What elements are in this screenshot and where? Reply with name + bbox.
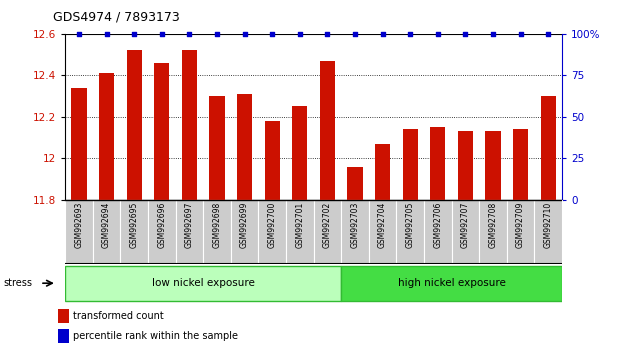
Text: GSM992697: GSM992697 — [185, 202, 194, 248]
Point — [350, 31, 360, 36]
Point — [378, 31, 388, 36]
Bar — [65, 200, 93, 264]
Bar — [507, 200, 535, 264]
Point — [460, 31, 470, 36]
Point — [295, 31, 305, 36]
Point — [488, 31, 498, 36]
Bar — [99, 73, 114, 200]
Bar — [209, 96, 225, 200]
Bar — [458, 131, 473, 200]
Text: low nickel exposure: low nickel exposure — [152, 278, 255, 288]
Bar — [58, 329, 69, 343]
Point — [74, 31, 84, 36]
Point — [543, 31, 553, 36]
Bar — [148, 200, 176, 264]
Bar — [182, 50, 197, 200]
Text: GSM992698: GSM992698 — [212, 202, 222, 248]
Bar — [154, 63, 170, 200]
Bar — [375, 144, 390, 200]
Point — [322, 31, 332, 36]
Text: GSM992701: GSM992701 — [296, 202, 304, 248]
Bar — [535, 200, 562, 264]
Bar — [231, 200, 258, 264]
Text: percentile rank within the sample: percentile rank within the sample — [73, 331, 238, 341]
Text: GSM992704: GSM992704 — [378, 202, 387, 248]
Text: GSM992703: GSM992703 — [350, 202, 360, 248]
Text: high nickel exposure: high nickel exposure — [397, 278, 505, 288]
Bar — [65, 266, 341, 301]
Bar — [120, 200, 148, 264]
Bar — [292, 107, 307, 200]
Text: GSM992709: GSM992709 — [516, 202, 525, 248]
Bar — [286, 200, 314, 264]
Text: GDS4974 / 7893173: GDS4974 / 7893173 — [53, 11, 179, 24]
Text: GSM992702: GSM992702 — [323, 202, 332, 248]
Text: GSM992693: GSM992693 — [75, 202, 83, 248]
Text: GSM992706: GSM992706 — [433, 202, 442, 248]
Bar — [127, 50, 142, 200]
Bar — [424, 200, 451, 264]
Bar — [93, 200, 120, 264]
Bar — [341, 266, 562, 301]
Text: GSM992707: GSM992707 — [461, 202, 470, 248]
Text: GSM992699: GSM992699 — [240, 202, 249, 248]
Text: GSM992695: GSM992695 — [130, 202, 138, 248]
Point — [102, 31, 112, 36]
Bar — [396, 200, 424, 264]
Point — [267, 31, 277, 36]
Point — [212, 31, 222, 36]
Bar — [347, 167, 363, 200]
Text: GSM992700: GSM992700 — [268, 202, 277, 248]
Bar — [402, 129, 418, 200]
Bar — [176, 200, 203, 264]
Bar — [479, 200, 507, 264]
Bar — [541, 96, 556, 200]
Bar — [430, 127, 445, 200]
Bar — [486, 131, 501, 200]
Bar — [320, 61, 335, 200]
Text: GSM992705: GSM992705 — [406, 202, 415, 248]
Bar — [258, 200, 286, 264]
Point — [406, 31, 415, 36]
Bar — [265, 121, 280, 200]
Bar — [203, 200, 231, 264]
Text: GSM992696: GSM992696 — [157, 202, 166, 248]
Point — [157, 31, 167, 36]
Text: GSM992694: GSM992694 — [102, 202, 111, 248]
Point — [515, 31, 525, 36]
Point — [433, 31, 443, 36]
Bar — [451, 200, 479, 264]
Bar — [341, 200, 369, 264]
Text: GSM992708: GSM992708 — [489, 202, 497, 248]
Text: GSM992710: GSM992710 — [544, 202, 553, 248]
Bar — [314, 200, 341, 264]
Point — [129, 31, 139, 36]
Bar — [71, 88, 86, 200]
Point — [184, 31, 194, 36]
Text: stress: stress — [3, 278, 32, 288]
Bar — [513, 129, 528, 200]
Text: transformed count: transformed count — [73, 312, 164, 321]
Point — [240, 31, 250, 36]
Bar — [237, 94, 252, 200]
Bar — [58, 309, 69, 323]
Bar — [369, 200, 396, 264]
